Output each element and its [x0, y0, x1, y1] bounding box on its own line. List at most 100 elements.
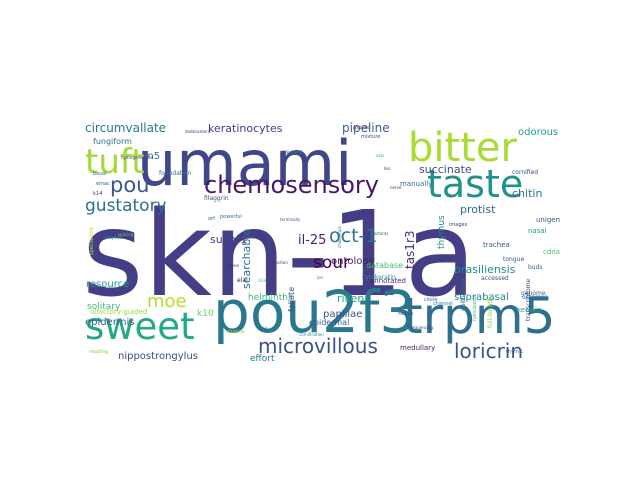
word-buds: buds: [528, 264, 543, 271]
word-papillae: papillae: [323, 309, 362, 320]
word-epidermal: epidermal: [309, 318, 349, 327]
word-specialized: specialized: [89, 227, 95, 255]
word-ela: ela: [237, 277, 246, 284]
word-channel: channel: [433, 301, 453, 307]
word-octamer: octamer: [522, 294, 548, 301]
word-clone: clone: [424, 297, 437, 303]
word-nerve: nerve: [390, 185, 402, 190]
word-nucleus: nucleus: [398, 311, 413, 316]
word-chemosensory: chemosensory: [204, 171, 379, 199]
word-olfactory-guided: olfactory-guided: [90, 308, 147, 316]
word-circumvallate: circumvallate: [85, 121, 166, 135]
word-fungiform: fungiform: [93, 137, 132, 146]
word-m5: m5: [144, 151, 160, 162]
word-orf: orf: [208, 216, 215, 222]
word-foundation: foundation: [159, 170, 192, 177]
word-hydrogenosome: hydrogenosome: [121, 155, 154, 160]
word-cdnas: cdnas: [543, 248, 560, 256]
word-il-25: il-25: [298, 233, 326, 248]
word-gustatory: gustatory: [85, 196, 167, 216]
word-cell: cell: [260, 326, 267, 331]
word-medullary: medullary: [400, 344, 435, 352]
word-oct-1: oct-1: [329, 225, 377, 247]
word-hybridization: hybridization: [472, 294, 477, 321]
word-riken: riken: [337, 292, 364, 305]
word-database: database: [366, 261, 403, 270]
word-pipeline: pipeline: [342, 121, 390, 135]
word-manually: manually: [400, 180, 432, 188]
word-tongue: tongue: [503, 256, 524, 263]
word-genome: genome: [521, 290, 546, 297]
word-detection: detection: [269, 260, 288, 265]
word-solitary: solitary: [87, 302, 121, 312]
word-images: images: [449, 222, 468, 228]
word-bitter: bitter: [408, 125, 517, 171]
word-trachea: trachea: [483, 241, 510, 249]
word-cornified: cornified: [512, 169, 538, 176]
word-sequencing: sequencing: [410, 325, 433, 330]
word-sweet: sweet: [85, 305, 195, 348]
word-cilia: cilia: [258, 278, 267, 283]
word-ion: ion: [317, 275, 324, 280]
word-foliate: foliate: [287, 287, 296, 312]
word-nasal: nasal: [528, 227, 547, 235]
word-cornification: cornification: [299, 332, 324, 337]
word-skn-1a: skn-1a: [82, 185, 477, 323]
word-powerful: powerful: [220, 214, 242, 220]
word-filaggrin: filaggrin: [204, 195, 229, 202]
word-transcriptome: transcriptome: [525, 278, 532, 321]
word-taste: taste: [427, 162, 523, 206]
word-loricrin: loricrin: [454, 339, 523, 362]
word-regulating: regulating: [282, 149, 303, 154]
word-protist: protist: [460, 203, 496, 216]
word-dodecameric: dodecameric: [185, 129, 211, 134]
word-chitin: chitin: [512, 187, 542, 200]
word-keratinocytes: keratinocytes: [208, 122, 283, 135]
word-emac: emac: [96, 181, 110, 187]
word-accessed: accessed: [481, 275, 509, 282]
word-project: project: [104, 235, 121, 241]
word-moe: moe: [147, 291, 187, 312]
word-axis: axis: [376, 153, 384, 158]
word-tuft: tuft: [85, 142, 145, 182]
word-odorous: odorous: [518, 127, 558, 138]
word-epidermis: epidermis: [85, 317, 134, 328]
word-cloud: skn-1a umami pou2f3 trpm5 bitter taste sweet tu…: [80, 117, 560, 362]
word-cholinergic: cholinergic: [337, 226, 342, 248]
word-tastants: tastants: [372, 231, 388, 236]
word-k10: k10: [197, 309, 214, 319]
word-mixture: mixture: [361, 134, 380, 140]
word-thymus: thymus: [437, 215, 447, 249]
word-annotated: annotated: [370, 277, 406, 285]
word-umami: umami: [137, 127, 352, 200]
word-sucnr1: sucnr1: [210, 233, 247, 246]
word-basal: basal: [93, 171, 106, 177]
word-helminths: helminths: [248, 293, 293, 303]
word-pou2f3: pou2f3: [213, 278, 416, 346]
word-brasiliensis: brasiliensis: [454, 263, 516, 276]
word-thymic: thymic: [506, 349, 523, 355]
word-strands: strands: [226, 329, 245, 335]
word-sour: sour: [313, 253, 350, 273]
word-resource: resource: [86, 279, 129, 290]
word-trpm5: trpm5: [403, 287, 555, 345]
word-proteins: proteins: [353, 125, 369, 130]
word-suprabasal: suprabasal: [454, 292, 509, 303]
word-terminally: terminally: [280, 217, 301, 222]
word-pou: pou: [110, 173, 150, 197]
word-keratin: keratin: [517, 306, 541, 314]
word-microvillous: microvillous: [258, 334, 378, 358]
word-k14: k14: [93, 191, 102, 197]
word-nippostrongylus: nippostrongylus: [118, 351, 198, 362]
word-gene: gene: [229, 263, 240, 268]
word-succinate: succinate: [419, 163, 472, 176]
word-splicing: splicing: [118, 232, 134, 237]
word-lsis: lsis: [384, 166, 390, 171]
word-cytokeratin: cytokeratin: [362, 274, 396, 281]
word-ontology: ontology: [331, 256, 375, 267]
word-effort: effort: [250, 354, 275, 362]
word-full-length: full-length: [487, 297, 494, 328]
word-epithelium: epithelium: [460, 279, 467, 311]
word-unigene: unigene: [536, 216, 560, 224]
